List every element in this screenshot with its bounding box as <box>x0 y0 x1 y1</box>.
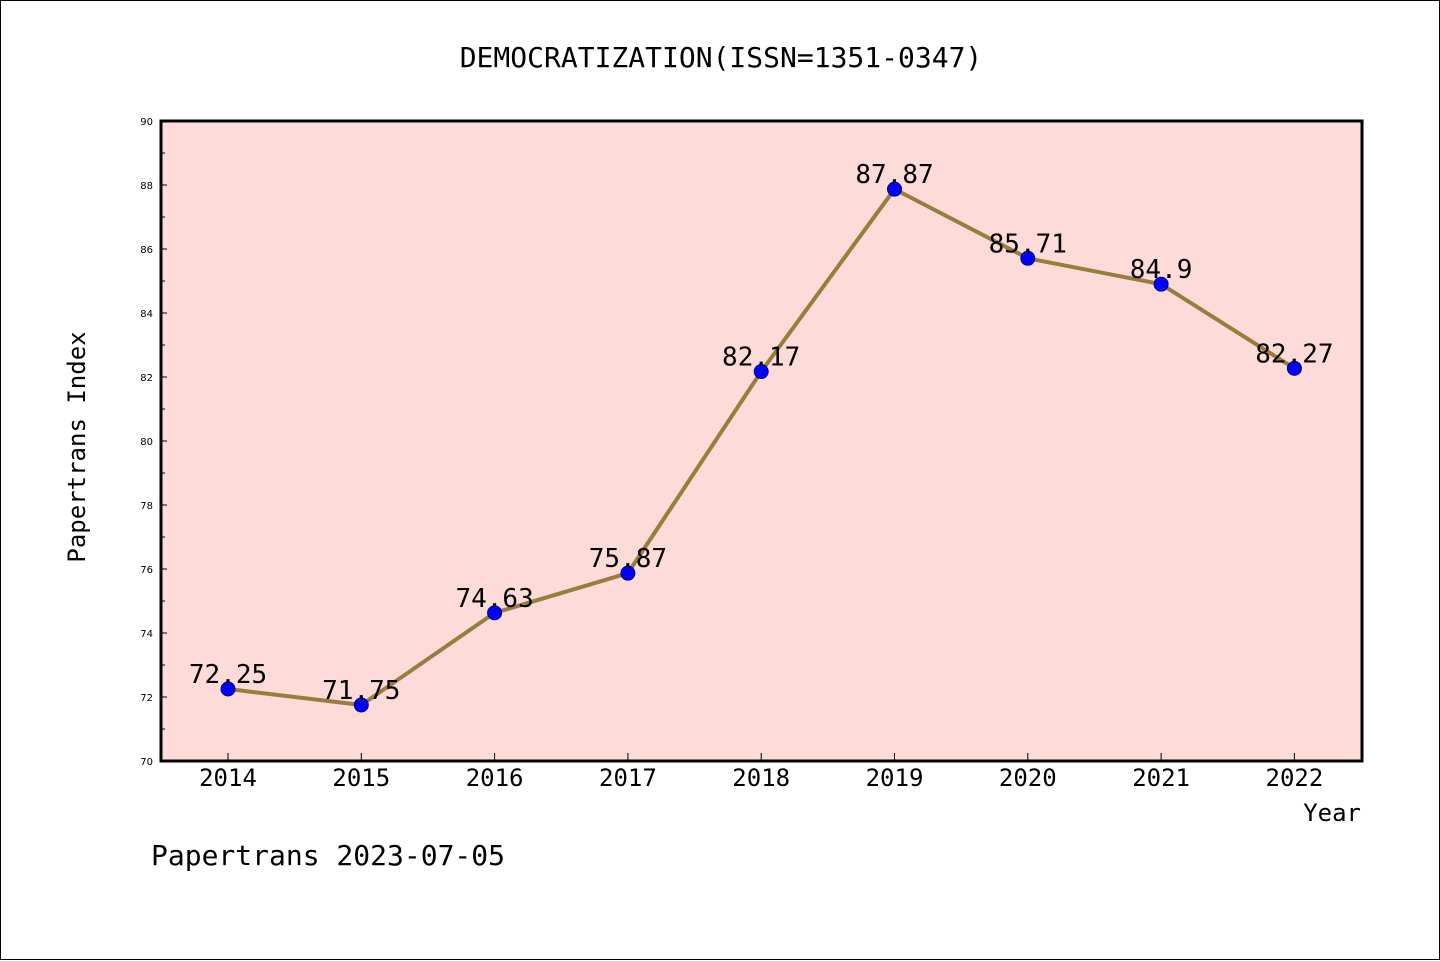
series-group: 72.25 71.75 74.63 75.87 82.17 87.87 85.71 84.9 8… <box>189 160 1334 713</box>
data-point <box>1020 250 1036 266</box>
x-axis-label: Year <box>1303 799 1361 827</box>
x-tick-label: 2021 <box>1132 764 1190 792</box>
y-tick-label: 70 <box>140 757 153 768</box>
y-axis: 70 72 74 76 78 80 82 84 86 88 90 <box>140 117 167 768</box>
y-tick-label: 80 <box>140 437 153 448</box>
data-label: 87.87 <box>855 160 933 190</box>
y-axis-label: Papertrans Index <box>63 331 91 562</box>
data-point <box>1153 276 1169 292</box>
x-tick-label: 2014 <box>199 764 257 792</box>
data-point <box>887 181 902 197</box>
y-tick-label: 84 <box>140 309 153 320</box>
data-label: 72.25 <box>189 660 267 690</box>
chart-title: DEMOCRATIZATION(ISSN=1351-0347) <box>460 41 983 74</box>
x-tick-label: 2018 <box>732 764 790 792</box>
data-point <box>220 681 236 697</box>
x-tick-label: 2017 <box>599 764 657 792</box>
data-label: 71.75 <box>322 676 400 706</box>
data-label: 75.87 <box>589 544 667 574</box>
data-point <box>753 364 769 380</box>
x-axis: 2014 2015 2016 2017 2018 2019 2020 2021 2022 <box>199 753 1323 792</box>
x-tick-label: 2019 <box>866 764 924 792</box>
data-label: 82.17 <box>722 343 800 373</box>
data-point <box>620 565 636 581</box>
y-tick-label: 90 <box>140 117 153 128</box>
data-label: 74.63 <box>455 584 533 614</box>
y-tick-label: 72 <box>140 693 153 704</box>
y-tick-label: 86 <box>140 245 153 256</box>
data-label: 82.27 <box>1255 339 1333 369</box>
y-tick-label: 74 <box>140 629 153 640</box>
y-tick-label: 78 <box>140 501 153 512</box>
footer-credit: Papertrans 2023-07-05 <box>151 839 505 872</box>
data-point <box>353 697 369 713</box>
y-tick-label: 88 <box>140 181 153 192</box>
plot-area <box>159 119 1364 763</box>
x-tick-label: 2015 <box>332 764 390 792</box>
data-label: 84.9 <box>1130 255 1193 285</box>
x-tick-label: 2022 <box>1266 764 1324 792</box>
x-tick-label: 2020 <box>999 764 1057 792</box>
data-point <box>1286 360 1302 376</box>
y-tick-label: 82 <box>140 373 153 384</box>
x-tick-label: 2016 <box>466 764 524 792</box>
y-tick-label: 76 <box>140 565 153 576</box>
data-point <box>487 605 503 621</box>
data-label: 85.71 <box>989 229 1067 259</box>
